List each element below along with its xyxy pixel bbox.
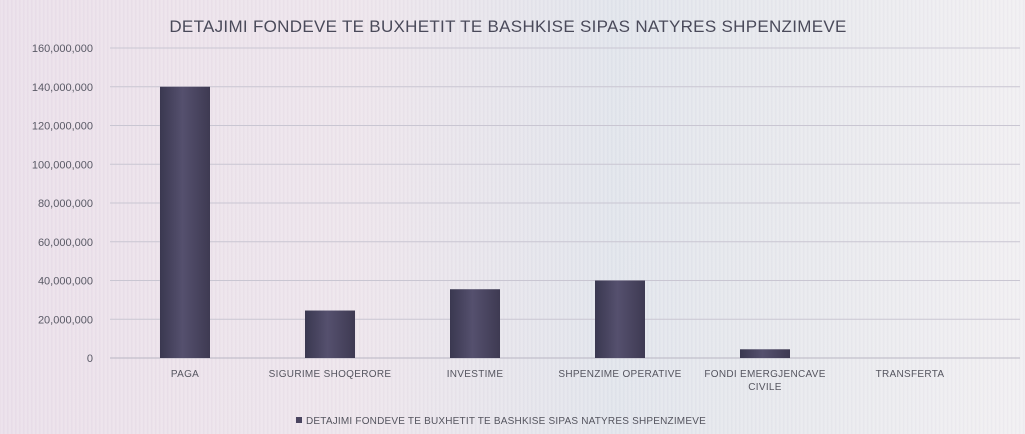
y-tick-label: 120,000,000 (32, 121, 93, 133)
x-tick-label: INVESTIME (447, 369, 504, 380)
x-tick-label: TRANSFERTA (876, 369, 945, 380)
x-axis-labels: PAGA SIGURIME SHOQERORE INVESTIME SHPENZIME… (171, 369, 945, 393)
y-tick-label: 60,000,000 (38, 237, 93, 249)
x-tick-label: PAGA (171, 369, 199, 380)
legend: DETAJIMI FONDEVE TE BUXHETIT TE BASHKISE… (296, 416, 706, 427)
gridlines (110, 47, 1020, 359)
chart-title: DETAJIMI FONDEVE TE BUXHETIT TE BASHKISE… (169, 17, 846, 36)
y-tick-label: 0 (87, 353, 93, 365)
x-tick-label: SHPENZIME OPERATIVE (558, 369, 681, 380)
y-axis-ticks: 0 20,000,000 40,000,000 60,000,000 80,000,00… (32, 43, 93, 365)
y-tick-label: 80,000,000 (38, 198, 93, 210)
y-tick-label: 100,000,000 (32, 159, 93, 171)
bar (740, 349, 790, 358)
bars (160, 86, 790, 358)
x-tick-label: SIGURIME SHOQERORE (269, 369, 392, 380)
y-tick-label: 40,000,000 (38, 276, 93, 288)
bar (450, 289, 500, 358)
bar (160, 86, 210, 358)
legend-label: DETAJIMI FONDEVE TE BUXHETIT TE BASHKISE… (306, 416, 706, 427)
x-tick-label: CIVILE (748, 382, 782, 393)
bar (305, 310, 355, 358)
y-tick-label: 140,000,000 (32, 82, 93, 94)
y-tick-label: 160,000,000 (32, 43, 93, 55)
legend-swatch (296, 417, 302, 423)
y-tick-label: 20,000,000 (38, 314, 93, 326)
x-tick-label: FONDI EMERGJENCAVE (704, 369, 825, 380)
bar (595, 280, 645, 358)
